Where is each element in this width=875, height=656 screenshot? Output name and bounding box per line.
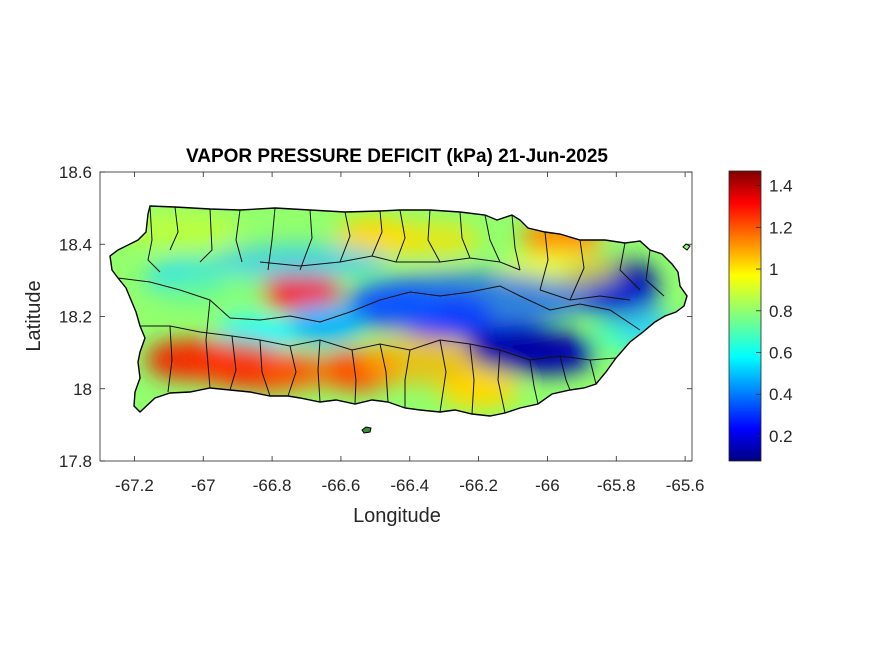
vpd-texture-2: [360, 335, 480, 385]
municipality-boundary-36: [259, 255, 521, 271]
municipality-boundary-8: [395, 209, 406, 263]
y-tick-label: 17.8: [59, 452, 92, 471]
municipality-boundary-15: [619, 242, 641, 291]
municipality-boundary-16: [645, 249, 665, 297]
vpd-region-3: [259, 271, 340, 312]
municipality-boundary-25: [287, 345, 297, 397]
colorbar-tick-label: 1.4: [769, 177, 793, 196]
x-tick-label: -66: [535, 476, 560, 495]
municipality-boundary-26: [317, 339, 321, 403]
vpd-texture-7: [350, 272, 590, 328]
municipality-boundary-21: [167, 325, 173, 393]
vpd-region-13: [283, 303, 364, 344]
colorbar-scale: 1.4 1.2 1 0.8 0.6 0.4 0.2: [756, 177, 793, 446]
municipality-boundary-5: [299, 209, 313, 271]
municipality-boundaries: [117, 205, 665, 415]
y-axis: 18.6 18.4 18.2 18 17.8: [59, 163, 692, 471]
x-tick-label: -65.8: [597, 476, 636, 495]
municipality-boundary-1: [169, 206, 179, 251]
colorbar-tick-label: 0.4: [769, 385, 793, 404]
municipality-boundary-28: [379, 343, 389, 403]
municipality-boundary-4: [267, 207, 276, 271]
municipality-boundary-27: [351, 349, 357, 405]
x-tick-label: -66.2: [459, 476, 498, 495]
vpd-texture-1: [260, 354, 340, 390]
municipality-boundary-29: [404, 349, 411, 408]
municipality-boundary-35: [589, 359, 597, 385]
vpd-texture-0: [150, 338, 290, 382]
colorbar-tick-label: 1.2: [769, 218, 793, 237]
x-tick-label: -66.6: [322, 476, 361, 495]
vpd-texture-9: [120, 212, 240, 248]
municipality-boundary-0: [147, 205, 161, 273]
municipality-boundary-9: [427, 209, 441, 263]
municipality-boundary-18: [349, 285, 641, 331]
y-tick-label: 18: [73, 380, 92, 399]
x-tick-label: -66.4: [390, 476, 429, 495]
x-tick-label: -67.2: [115, 476, 154, 495]
y-tick-label: 18.6: [59, 163, 92, 182]
municipality-boundary-12: [511, 214, 521, 271]
colorbar-tick-label: 0.8: [769, 302, 793, 321]
vpd-texture-10: [380, 222, 480, 258]
municipality-boundary-33: [529, 359, 539, 405]
municipality-boundary-34: [559, 355, 571, 391]
municipality-boundary-37: [539, 289, 631, 301]
municipality-boundary-30: [439, 339, 447, 413]
municipality-boundary-32: [497, 349, 506, 414]
x-axis: -67.2 -67 -66.8 -66.6 -66.4 -66.2 -66 -65.8 -65.…: [115, 172, 704, 495]
x-axis-label: Longitude: [353, 505, 441, 527]
vpd-field: [110, 206, 687, 416]
island-coastline: [109, 205, 688, 417]
municipality-boundary-31: [469, 343, 475, 415]
plot-title: VAPOR PRESSURE DEFICIT (kPa) 21-Jun-2025: [186, 146, 608, 167]
municipality-boundary-22: [205, 299, 211, 389]
municipality-boundary-13: [539, 231, 549, 291]
vpd-texture-6: [580, 278, 660, 322]
small-island-east: [682, 243, 691, 251]
colorbar-tick-label: 1: [769, 260, 778, 279]
vpd-texture-4: [150, 272, 270, 308]
colorbar: [728, 170, 762, 462]
y-axis-label: Latitude: [23, 280, 45, 351]
municipality-boundary-11: [484, 214, 501, 263]
municipality-boundary-14: [569, 239, 585, 301]
municipality-boundary-10: [459, 211, 471, 259]
municipality-boundary-17: [117, 277, 351, 323]
municipality-boundary-24: [259, 339, 271, 397]
colorbar-tick-label: 0.6: [769, 344, 793, 363]
municipality-boundary-6: [339, 211, 351, 263]
y-tick-label: 18.4: [59, 235, 92, 254]
municipality-boundary-7: [371, 210, 383, 257]
municipality-boundary-23: [229, 335, 237, 391]
colorbar-tick-label: 0.2: [769, 427, 793, 446]
vpd-texture-8: [470, 330, 570, 374]
y-tick-label: 18.2: [59, 308, 92, 327]
vpd-texture-3: [210, 244, 390, 280]
x-tick-label: -66.8: [253, 476, 292, 495]
municipality-boundary-2: [199, 208, 213, 263]
x-tick-label: -65.6: [666, 476, 705, 495]
small-island-south: [361, 426, 372, 434]
x-tick-label: -67: [191, 476, 216, 495]
municipality-boundary-3: [235, 209, 243, 263]
